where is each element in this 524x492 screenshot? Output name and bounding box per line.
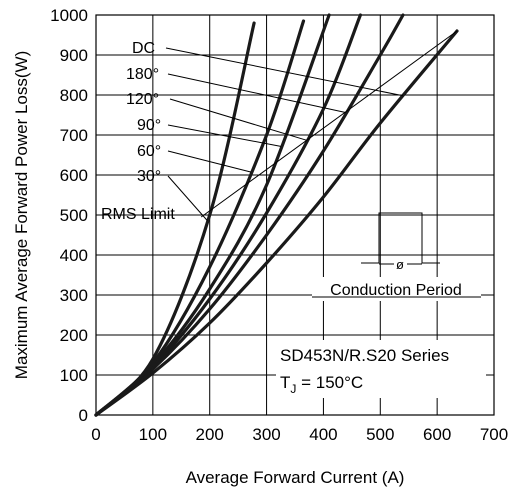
curve-30deg [94, 21, 256, 417]
y-tick-label: 100 [60, 366, 88, 385]
label-90deg: 90° [137, 117, 161, 134]
conduction-waveform: ø [361, 212, 440, 272]
y-tick-label: 1000 [50, 6, 88, 25]
tick-labels: 0 100 200 300 400 500 600 700 0 100 200 300 400 500 60… [50, 6, 508, 444]
leader-60deg [167, 150, 251, 173]
y-tick-label: 0 [79, 406, 88, 425]
y-tick-label: 600 [60, 166, 88, 185]
rms-limit-line [200, 30, 458, 218]
leader-dc [165, 47, 404, 97]
x-tick-label: 0 [91, 425, 100, 444]
curve-labels: DC 180° 120° 90° 60° 30° RMS Limit [101, 40, 404, 223]
x-tick-label: 200 [196, 425, 224, 444]
x-axis-title: Average Forward Current (A) [186, 468, 405, 487]
label-60deg: 60° [137, 143, 161, 160]
rms-limit-label: RMS Limit [101, 206, 175, 223]
leader-120deg [169, 98, 307, 141]
y-tick-label: 500 [60, 206, 88, 225]
x-tick-label: 600 [423, 425, 451, 444]
label-dc: DC [132, 40, 155, 57]
conduction-period-box: Conduction Period [312, 277, 481, 301]
x-tick-label: 300 [252, 425, 280, 444]
phi-symbol: ø [396, 257, 404, 272]
series-label: SD453N/R.S20 Series [280, 346, 449, 365]
y-tick-label: 200 [60, 326, 88, 345]
y-tick-label: 400 [60, 246, 88, 265]
leader-90deg [167, 124, 281, 147]
y-tick-label: 800 [60, 86, 88, 105]
tj-label: TJ = 150°C [280, 373, 363, 396]
label-30deg: 30° [137, 168, 161, 185]
leader-180deg [167, 73, 347, 114]
y-tick-label: 300 [60, 286, 88, 305]
x-tick-label: 700 [480, 425, 508, 444]
y-axis-title: Maximum Average Forward Power Loss(W) [12, 51, 31, 379]
x-tick-label: 500 [366, 425, 394, 444]
conduction-period-label: Conduction Period [330, 282, 462, 299]
device-annotation: SD453N/R.S20 Series TJ = 150°C [276, 340, 486, 398]
y-tick-label: 700 [60, 126, 88, 145]
x-tick-label: 400 [309, 425, 337, 444]
label-180deg: 180° [126, 66, 159, 83]
curves [94, 13, 459, 417]
x-tick-label: 100 [139, 425, 167, 444]
curve-dc [94, 29, 459, 417]
label-120deg: 120° [126, 91, 159, 108]
y-tick-label: 900 [60, 46, 88, 65]
leader-30deg [167, 175, 208, 222]
